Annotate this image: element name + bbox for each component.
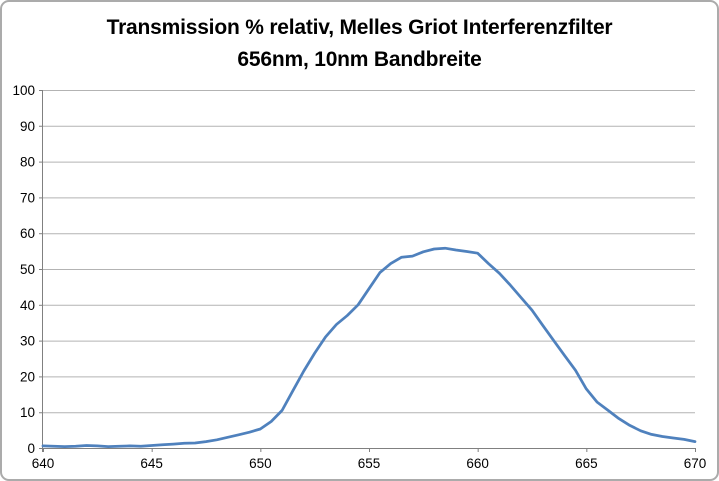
x-tick-label-665: 665: [575, 456, 598, 471]
x-tick-label-650: 650: [249, 456, 272, 471]
y-tick-label-10: 10: [20, 405, 35, 420]
chart-title-line2: 656nm, 10nm Bandbreite: [237, 48, 482, 71]
x-tick-label-670: 670: [684, 456, 707, 471]
y-tick-label-30: 30: [20, 334, 35, 349]
y-tick-label-0: 0: [27, 441, 35, 456]
y-tick-label-100: 100: [12, 83, 35, 98]
x-tick-label-655: 655: [358, 456, 381, 471]
series-line-0: [41, 246, 697, 448]
y-tick-label-60: 60: [20, 226, 35, 241]
chart-title-line1: Transmission % relativ, Melles Griot Int…: [106, 16, 613, 39]
y-tick-label-20: 20: [20, 369, 35, 384]
y-tick-label-70: 70: [20, 190, 35, 205]
y-tick-label-90: 90: [20, 119, 35, 134]
y-tick-label-40: 40: [20, 298, 35, 313]
chart-title: Transmission % relativ, Melles Griot Int…: [2, 12, 717, 76]
y-tick-label-50: 50: [20, 262, 35, 277]
y-tick-label-80: 80: [20, 155, 35, 170]
x-tick-label-640: 640: [32, 456, 55, 471]
x-tick-label-645: 645: [140, 456, 163, 471]
x-tick-label-660: 660: [466, 456, 489, 471]
